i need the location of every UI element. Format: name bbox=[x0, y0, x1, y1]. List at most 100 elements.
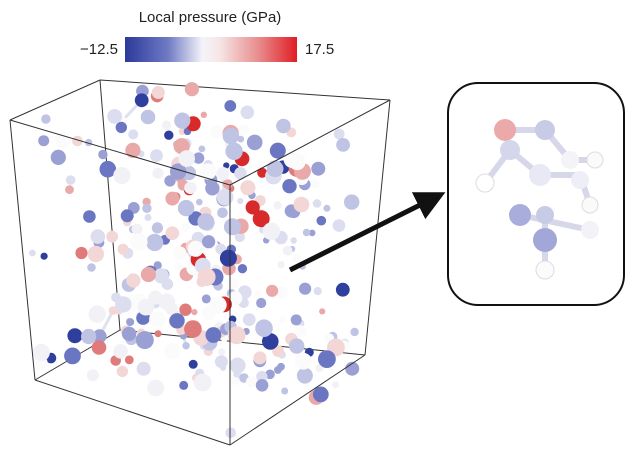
atom bbox=[262, 333, 279, 350]
atom bbox=[276, 286, 289, 299]
colorbar-label: Local pressure (GPa) bbox=[139, 9, 282, 26]
inset bbox=[447, 82, 625, 306]
atom bbox=[229, 357, 246, 374]
atom bbox=[333, 128, 345, 140]
atom bbox=[222, 127, 240, 145]
atom bbox=[130, 233, 148, 251]
atom bbox=[231, 377, 240, 385]
atom bbox=[254, 289, 262, 297]
atom bbox=[140, 109, 156, 125]
atom bbox=[87, 263, 96, 272]
atom bbox=[32, 343, 50, 362]
atom bbox=[38, 135, 50, 147]
atom bbox=[144, 214, 152, 221]
atom bbox=[234, 167, 247, 180]
atom bbox=[191, 309, 198, 316]
atom bbox=[205, 181, 220, 196]
atom bbox=[165, 226, 180, 240]
atom bbox=[120, 209, 134, 223]
atom bbox=[164, 342, 181, 360]
atom bbox=[158, 293, 176, 311]
atom bbox=[83, 210, 96, 223]
atom bbox=[302, 228, 311, 237]
atom bbox=[188, 359, 198, 369]
atom bbox=[121, 326, 137, 342]
atom bbox=[294, 325, 307, 338]
atom bbox=[234, 231, 245, 243]
atom bbox=[256, 297, 267, 309]
atom bbox=[345, 361, 360, 376]
atom bbox=[228, 291, 243, 306]
atom bbox=[319, 308, 326, 315]
atom bbox=[55, 132, 72, 148]
atom bbox=[113, 344, 128, 359]
atom bbox=[131, 223, 143, 235]
atom bbox=[295, 352, 312, 370]
atom bbox=[107, 109, 122, 124]
atom bbox=[316, 215, 327, 226]
atom bbox=[238, 124, 250, 136]
atom bbox=[237, 264, 248, 274]
atom bbox=[227, 326, 246, 345]
atom bbox=[117, 243, 129, 255]
atom bbox=[281, 387, 289, 395]
atom bbox=[179, 303, 192, 316]
atom bbox=[223, 218, 241, 236]
atom bbox=[193, 373, 212, 392]
atom bbox=[312, 386, 329, 403]
atom bbox=[182, 342, 190, 350]
atom bbox=[252, 210, 270, 228]
atom bbox=[197, 268, 216, 286]
atom bbox=[135, 331, 154, 350]
atom bbox=[221, 336, 228, 343]
atom bbox=[257, 167, 268, 178]
atom bbox=[87, 245, 105, 263]
atom bbox=[279, 316, 286, 323]
atom bbox=[202, 235, 216, 249]
atom bbox=[181, 222, 191, 232]
atom bbox=[125, 142, 141, 158]
atom bbox=[151, 86, 165, 99]
atom bbox=[173, 138, 190, 155]
atom bbox=[92, 329, 107, 344]
atom bbox=[282, 179, 297, 194]
atom bbox=[81, 328, 97, 345]
atom bbox=[90, 229, 106, 244]
atom bbox=[116, 365, 129, 378]
atom bbox=[187, 240, 204, 257]
atom bbox=[332, 381, 339, 389]
atom bbox=[245, 200, 260, 215]
atom bbox=[153, 268, 169, 284]
inset-molecule bbox=[475, 119, 604, 280]
atom bbox=[140, 266, 156, 283]
atom bbox=[311, 161, 326, 176]
atom bbox=[124, 355, 134, 365]
atom bbox=[29, 249, 36, 257]
atom bbox=[98, 149, 108, 160]
atom bbox=[308, 229, 316, 237]
atom bbox=[332, 219, 346, 232]
atom bbox=[277, 261, 285, 269]
atom bbox=[323, 204, 331, 212]
atoms bbox=[29, 82, 360, 439]
atom bbox=[288, 153, 306, 171]
atom bbox=[225, 142, 243, 160]
atom bbox=[209, 296, 227, 314]
atom bbox=[184, 181, 197, 195]
atom bbox=[269, 142, 286, 159]
atom bbox=[128, 129, 139, 140]
atom bbox=[65, 175, 76, 185]
atom bbox=[265, 369, 275, 380]
atom bbox=[137, 298, 155, 316]
atom bbox=[192, 152, 205, 164]
colorbar-max: 17.5 bbox=[305, 41, 334, 58]
colorbar bbox=[125, 37, 297, 62]
atom bbox=[50, 149, 66, 165]
atom bbox=[86, 369, 99, 382]
atom bbox=[246, 134, 263, 151]
atom bbox=[184, 320, 202, 338]
atom bbox=[256, 370, 268, 383]
atom bbox=[164, 130, 174, 140]
atom bbox=[126, 273, 141, 288]
atom bbox=[115, 296, 132, 313]
